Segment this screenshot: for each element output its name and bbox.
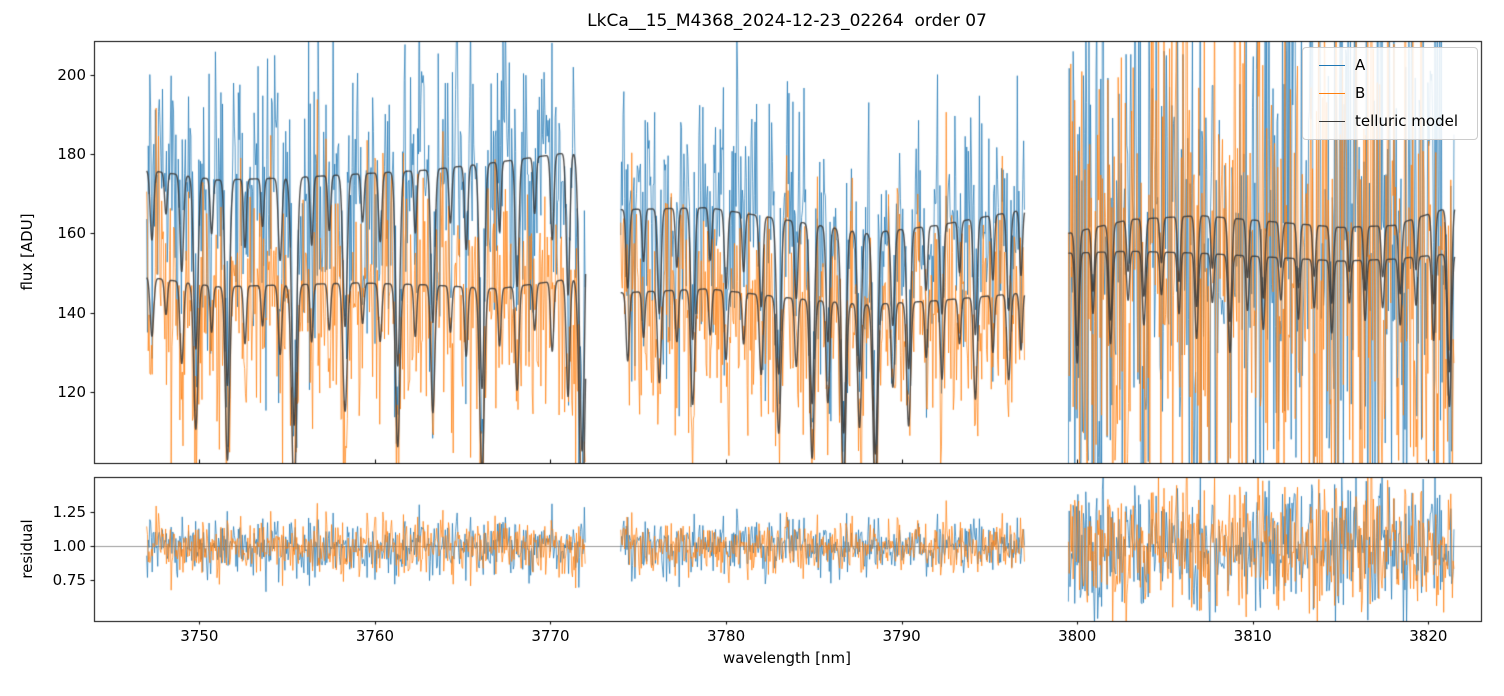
flux-ytick-label: 140 — [57, 303, 86, 322]
legend-item-b: B — [1311, 84, 1469, 103]
residual-ytick-label: 1.00 — [52, 537, 86, 556]
flux-ytick-label: 160 — [57, 224, 86, 243]
wavelength-xtick-label: 3790 — [882, 627, 921, 645]
legend-item-telluric-model: telluric model — [1311, 112, 1469, 131]
plot-title: LkCa__15_M4368_2024-12-23_02264 order 07 — [587, 11, 987, 31]
wavelength-axis-label: wavelength [nm] — [723, 649, 851, 667]
legend-label: B — [1355, 84, 1366, 102]
residual-ytick-label: 0.75 — [52, 571, 86, 590]
wavelength-xtick-label: 3760 — [355, 627, 394, 645]
wavelength-xtick-label: 3770 — [531, 627, 570, 645]
wavelength-xtick-label: 3800 — [1058, 627, 1097, 645]
wavelength-xtick-label: 3750 — [180, 627, 219, 645]
flux-ytick-label: 180 — [57, 145, 86, 164]
flux-axis-label: flux [ADU] — [18, 213, 36, 291]
legend-line-swatch — [1319, 65, 1345, 66]
legend-line-swatch — [1319, 121, 1345, 122]
legend-item-a: A — [1311, 56, 1469, 75]
residual-ytick-label: 1.25 — [52, 503, 86, 522]
flux-ytick-label: 120 — [57, 382, 86, 401]
wavelength-xtick-label: 3810 — [1233, 627, 1272, 645]
wavelength-xtick-label: 3820 — [1409, 627, 1448, 645]
legend-label: A — [1355, 56, 1366, 74]
flux-ytick-label: 200 — [57, 66, 86, 85]
residual-axis-label: residual — [18, 519, 36, 579]
legend-label: telluric model — [1355, 112, 1459, 130]
legend-line-swatch — [1319, 93, 1345, 94]
wavelength-xtick-label: 3780 — [706, 627, 746, 645]
